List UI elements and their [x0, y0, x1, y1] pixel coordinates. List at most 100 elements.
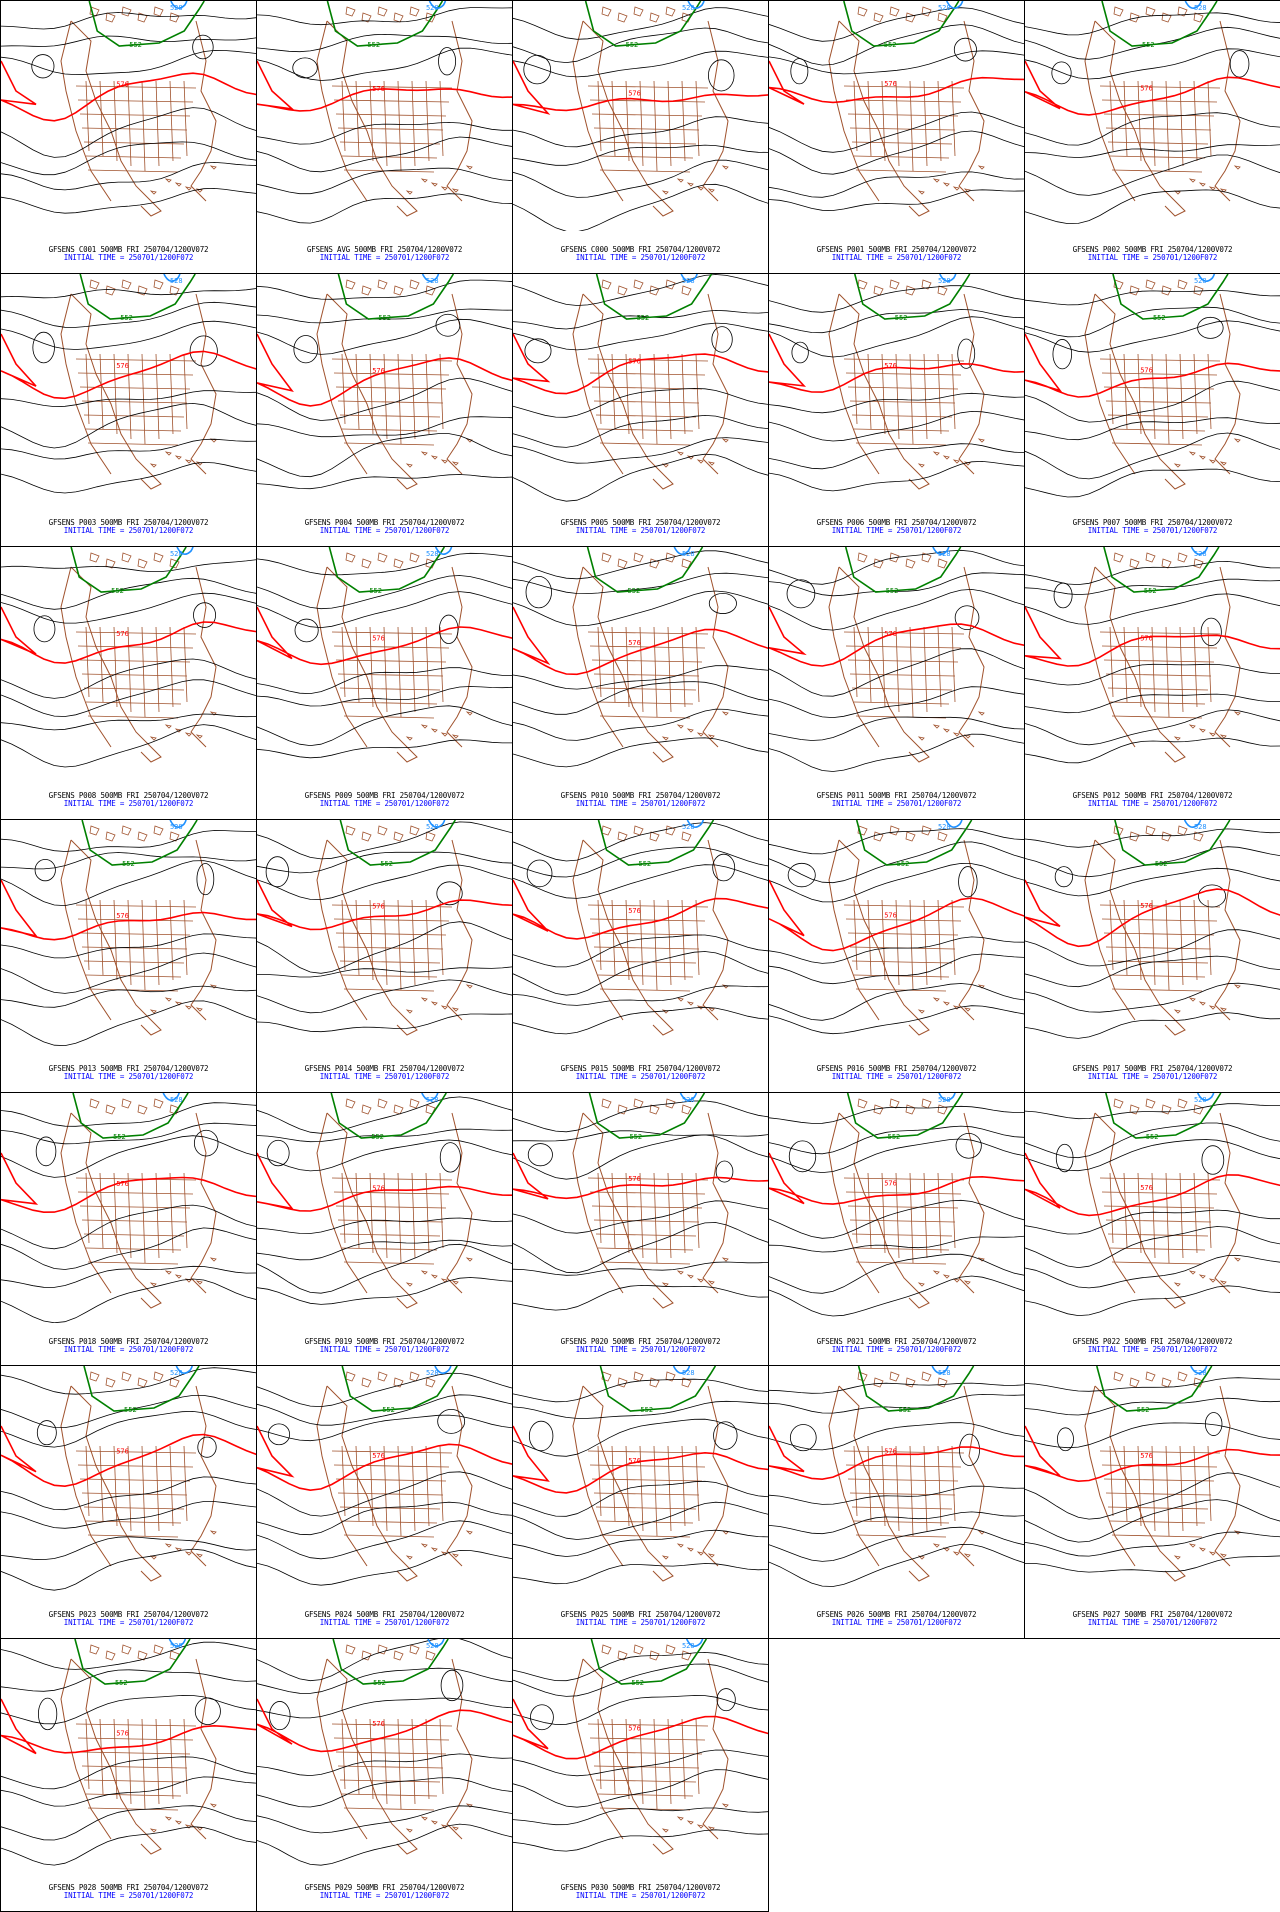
panel-caption-initial-time: INITIAL TIME = 250701/1200F072	[1087, 1618, 1218, 1627]
height-contour-map: 576 552 528	[1, 820, 256, 1047]
contour-label-528: 528	[426, 1642, 439, 1650]
panel-caption-title: GFSENS P029 500MB FRI 250704/1200V072	[304, 1883, 465, 1892]
contour-label-552: 552	[640, 1406, 653, 1414]
contour-label-528: 528	[170, 550, 183, 558]
contour-label-552: 552	[895, 314, 908, 322]
ensemble-member-panel: 576 552 528 GFSENS P014 500MB FRI 250704/12…	[256, 819, 513, 1093]
contour-label-576: 576	[116, 912, 129, 920]
panel-caption-initial-time: INITIAL TIME = 250701/1200F072	[831, 1618, 962, 1627]
panel-caption-title: GFSENS P014 500MB FRI 250704/1200V072	[304, 1064, 465, 1073]
panel-caption-title: GFSENS P016 500MB FRI 250704/1200V072	[816, 1064, 977, 1073]
contour-label-528: 528	[1194, 1096, 1207, 1104]
panel-caption-title: GFSENS P003 500MB FRI 250704/1200V072	[48, 518, 209, 527]
contour-label-576: 576	[628, 357, 641, 365]
contour-label-552: 552	[1144, 587, 1157, 595]
contour-label-552: 552	[1153, 314, 1166, 322]
height-contour-map: 576 552 528	[257, 1093, 512, 1309]
height-contour-map: 576 552 528	[769, 547, 1024, 772]
panel-caption-initial-time: INITIAL TIME = 250701/1200F072	[319, 799, 450, 808]
contour-label-552: 552	[380, 860, 393, 868]
contour-label-576: 576	[628, 907, 641, 915]
panel-caption-initial-time: INITIAL TIME = 250701/1200F072	[63, 799, 194, 808]
panel-caption-title: GFSENS P009 500MB FRI 250704/1200V072	[304, 791, 465, 800]
contour-label-576: 576	[884, 630, 897, 638]
contour-label-552: 552	[378, 314, 391, 322]
contour-label-552: 552	[629, 1133, 642, 1141]
panel-caption-title: GFSENS P015 500MB FRI 250704/1200V072	[560, 1064, 721, 1073]
ensemble-member-panel: 576 552 528 GFSENS P007 500MB FRI 250704/12…	[1024, 273, 1280, 547]
panel-caption-initial-time: INITIAL TIME = 250701/1200F072	[63, 1618, 194, 1627]
panel-caption-title: GFSENS P028 500MB FRI 250704/1200V072	[48, 1883, 209, 1892]
ensemble-member-panel: 576 552 528 GFSENS P011 500MB FRI 250704/12…	[768, 546, 1025, 820]
height-contour-map: 576 552 528	[1025, 547, 1280, 764]
panel-caption-initial-time: INITIAL TIME = 250701/1200F072	[319, 1618, 450, 1627]
panel-caption-title: GFSENS P019 500MB FRI 250704/1200V072	[304, 1337, 465, 1346]
contour-label-552: 552	[367, 41, 380, 49]
contour-label-528: 528	[1194, 277, 1207, 285]
height-contour-map: 576 552 528	[1025, 1093, 1280, 1317]
contour-label-528: 528	[682, 1369, 695, 1377]
height-contour-map: 576 552 528	[1, 547, 256, 768]
ensemble-member-panel: 576 552 528 GFSENS P030 500MB FRI 250704/12…	[512, 1638, 769, 1912]
contour-label-576: 576	[884, 1447, 897, 1455]
ensemble-member-panel: 576 552 528 GFSENS P001 500MB FRI 250704/12…	[768, 0, 1025, 274]
panel-caption-initial-time: INITIAL TIME = 250701/1200F072	[1087, 253, 1218, 262]
contour-label-552: 552	[1137, 1406, 1150, 1414]
panel-caption-title: GFSENS P017 500MB FRI 250704/1200V072	[1072, 1064, 1233, 1073]
ensemble-member-panel: 576 552 528 GFSENS C001 500MB FRI 250704/12…	[0, 0, 257, 274]
panel-caption-title: GFSENS C001 500MB FRI 250704/1200V072	[48, 245, 209, 254]
contour-label-576: 576	[372, 1452, 385, 1460]
height-contour-map: 576 552 528	[513, 547, 768, 768]
panel-caption-title: GFSENS P027 500MB FRI 250704/1200V072	[1072, 1610, 1233, 1619]
height-contour-map: 576 552 528	[769, 274, 1024, 492]
ensemble-member-panel: 576 552 528 GFSENS P020 500MB FRI 250704/12…	[512, 1092, 769, 1366]
height-contour-map: 576 552 528	[513, 1, 768, 231]
contour-label-528: 528	[426, 1096, 439, 1104]
contour-label-576: 576	[116, 80, 129, 88]
ensemble-member-panel: 576 552 528 GFSENS P009 500MB FRI 250704/12…	[256, 546, 513, 820]
contour-label-576: 576	[1140, 366, 1153, 374]
contour-label-528: 528	[1194, 550, 1207, 558]
contour-label-528: 528	[938, 1096, 951, 1104]
contour-label-552: 552	[626, 41, 639, 49]
panel-caption-title: GFSENS P012 500MB FRI 250704/1200V072	[1072, 791, 1233, 800]
contour-label-552: 552	[897, 860, 910, 868]
contour-label-528: 528	[682, 4, 695, 12]
height-contour-map: 576 552 528	[257, 820, 512, 1036]
panel-caption-initial-time: INITIAL TIME = 250701/1200F072	[319, 253, 450, 262]
ensemble-member-panel: 576 552 528 GFSENS P012 500MB FRI 250704/12…	[1024, 546, 1280, 820]
panel-caption-initial-time: INITIAL TIME = 250701/1200F072	[831, 799, 962, 808]
contour-label-576: 576	[372, 367, 385, 375]
contour-label-576: 576	[372, 85, 385, 93]
panel-caption-title: GFSENS P006 500MB FRI 250704/1200V072	[816, 518, 977, 527]
panel-caption-title: GFSENS P011 500MB FRI 250704/1200V072	[816, 791, 977, 800]
contour-label-528: 528	[170, 823, 183, 831]
panel-caption-title: GFSENS P021 500MB FRI 250704/1200V072	[816, 1337, 977, 1346]
contour-label-576: 576	[1140, 1184, 1153, 1192]
contour-label-528: 528	[682, 823, 695, 831]
panel-caption-initial-time: INITIAL TIME = 250701/1200F072	[575, 1345, 706, 1354]
contour-label-528: 528	[170, 4, 183, 12]
contour-label-576: 576	[372, 903, 385, 911]
contour-label-552: 552	[886, 587, 899, 595]
panel-caption-title: GFSENS P024 500MB FRI 250704/1200V072	[304, 1610, 465, 1619]
height-contour-map: 576 552 528	[513, 1639, 768, 1855]
contour-label-528: 528	[1194, 4, 1207, 12]
panel-caption-title: GFSENS P005 500MB FRI 250704/1200V072	[560, 518, 721, 527]
panel-caption-title: GFSENS P001 500MB FRI 250704/1200V072	[816, 245, 977, 254]
ensemble-member-panel: 576 552 528 GFSENS P018 500MB FRI 250704/12…	[0, 1092, 257, 1366]
contour-label-552: 552	[371, 1133, 384, 1141]
contour-label-576: 576	[1140, 85, 1153, 93]
contour-label-576: 576	[884, 912, 897, 920]
panel-caption-initial-time: INITIAL TIME = 250701/1200F072	[575, 799, 706, 808]
contour-label-576: 576	[116, 1448, 129, 1456]
contour-label-576: 576	[372, 1184, 385, 1192]
height-contour-map: 576 552 528	[1, 1, 256, 217]
contour-label-528: 528	[426, 823, 439, 831]
contour-label-552: 552	[122, 860, 135, 868]
panel-caption-title: GFSENS P022 500MB FRI 250704/1200V072	[1072, 1337, 1233, 1346]
ensemble-member-panel: 576 552 528 GFSENS P006 500MB FRI 250704/12…	[768, 273, 1025, 547]
ensemble-member-panel: 576 552 528 GFSENS P026 500MB FRI 250704/12…	[768, 1365, 1025, 1639]
contour-label-552: 552	[631, 1679, 644, 1687]
